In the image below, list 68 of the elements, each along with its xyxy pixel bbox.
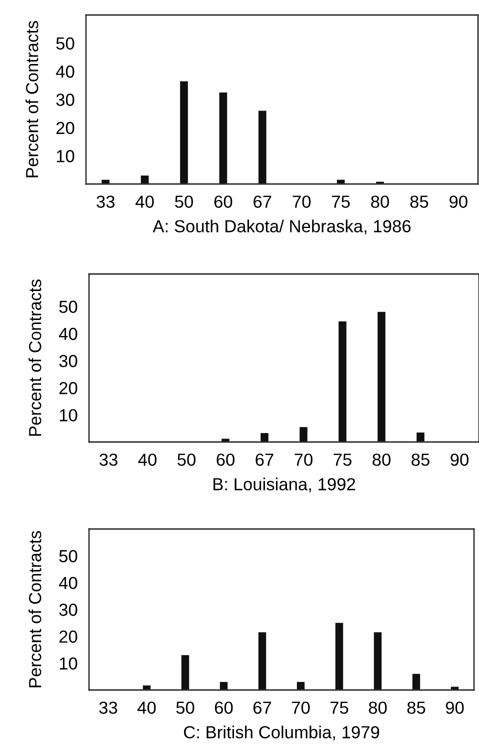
y-axis-title: Percent of Contracts: [28, 530, 42, 688]
bar: [222, 438, 230, 442]
x-tick-label: 85: [410, 196, 428, 208]
x-tick-label: 60: [216, 454, 234, 466]
y-tick-label: 40: [58, 328, 78, 340]
x-tick-label: 80: [372, 454, 390, 466]
y-tick-label: 30: [56, 94, 74, 106]
x-tick-label: 70: [292, 702, 310, 714]
x-axis-title: A: South Dakota/ Nebraska, 1986: [152, 220, 411, 234]
x-tick-label: 50: [178, 454, 196, 466]
x-tick-label: 33: [96, 196, 114, 208]
bar: [260, 433, 268, 442]
x-tick-label: 67: [256, 454, 274, 466]
x-tick-label: 80: [371, 196, 389, 208]
y-tick-label: 40: [58, 576, 78, 590]
x-tick-label: 75: [330, 702, 348, 714]
y-tick-label: 50: [59, 550, 78, 562]
x-tick-label: 40: [137, 702, 156, 714]
bar: [338, 321, 346, 442]
y-tick-label: 10: [60, 409, 78, 422]
bar: [220, 682, 228, 690]
x-axis-title: C: British Columbia, 1979: [184, 726, 380, 740]
bar: [335, 622, 344, 690]
x-tick-label: 85: [412, 454, 430, 466]
y-tick-label: 20: [56, 122, 74, 134]
y-tick-label: 50: [59, 300, 78, 313]
x-axis-title: B: Louisiana, 1992: [214, 478, 356, 492]
x-tick-label: 90: [450, 454, 468, 466]
bar: [300, 427, 308, 442]
bar: [180, 81, 188, 184]
bar: [219, 92, 228, 184]
x-tick-label: 50: [176, 702, 194, 714]
bar: [378, 312, 386, 442]
bar: [416, 432, 424, 442]
x-tick-label: 60: [214, 702, 233, 714]
x-tick-label: 67: [254, 196, 272, 208]
bar: [181, 655, 190, 690]
y-axis-title: Percent of Contracts: [28, 279, 42, 436]
y-tick-label: 10: [56, 150, 74, 162]
y-axis-title: Percent of Contracts: [26, 20, 38, 178]
bar: [374, 632, 382, 690]
x-tick-label: 90: [446, 702, 464, 714]
y-tick-label: 30: [59, 604, 78, 616]
x-tick-label: 90: [450, 196, 468, 208]
y-tick-label: 30: [59, 354, 78, 368]
x-tick-label: 33: [99, 702, 118, 714]
bar: [258, 110, 266, 184]
y-tick-label: 50: [56, 37, 74, 50]
bar: [296, 682, 305, 690]
x-tick-label: 75: [334, 454, 352, 466]
x-tick-label: 67: [253, 702, 272, 714]
x-tick-label: 80: [368, 702, 387, 714]
x-tick-label: 70: [294, 454, 312, 466]
y-tick-label: 20: [59, 630, 78, 643]
x-tick-label: 50: [175, 196, 193, 208]
y-tick-label: 10: [60, 657, 78, 670]
y-tick-label: 40: [56, 66, 74, 78]
bar: [412, 674, 420, 690]
bar: [258, 632, 266, 690]
x-tick-label: 70: [292, 196, 311, 208]
x-tick-label: 40: [136, 196, 154, 208]
bar: [140, 176, 149, 184]
y-tick-label: 20: [59, 382, 78, 394]
x-tick-label: 85: [407, 702, 426, 714]
x-tick-label: 40: [138, 454, 156, 466]
x-tick-label: 60: [214, 196, 232, 208]
x-tick-label: 33: [100, 454, 118, 466]
x-tick-label: 75: [332, 196, 350, 208]
